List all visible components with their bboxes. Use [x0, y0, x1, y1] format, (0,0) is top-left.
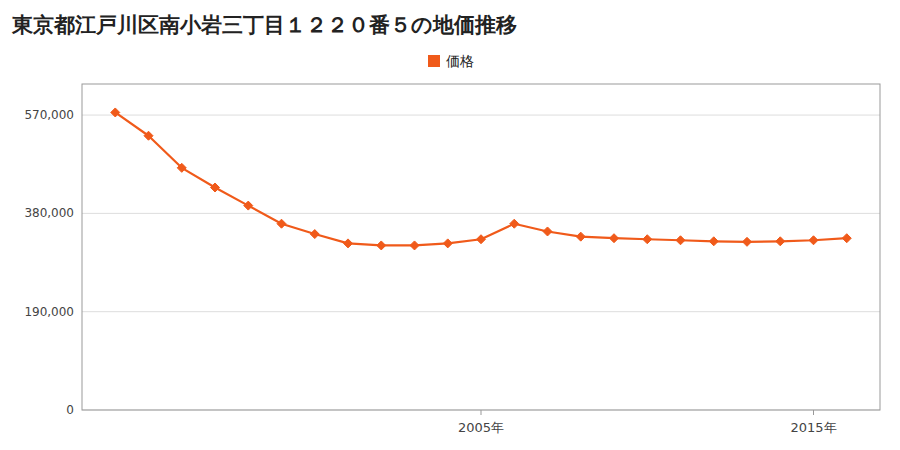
marker — [576, 232, 585, 241]
y-tick-label: 380,000 — [24, 206, 74, 220]
marker — [776, 237, 785, 246]
marker — [676, 236, 685, 245]
marker — [310, 230, 319, 239]
y-tick-label: 0 — [66, 403, 74, 417]
marker — [344, 239, 353, 248]
marker — [177, 163, 186, 172]
marker — [377, 241, 386, 250]
marker — [144, 131, 153, 140]
legend: 価格 — [428, 53, 474, 69]
marker — [809, 236, 818, 245]
marker — [610, 234, 619, 243]
marker — [111, 108, 120, 117]
marker — [410, 241, 419, 250]
marker — [510, 219, 519, 228]
legend-swatch — [428, 55, 440, 67]
marker — [211, 183, 220, 192]
chart: 東京都江戸川区南小岩三丁目１２２０番５の地価推移 0 190,000 380,000 5… — [0, 0, 900, 450]
marker — [477, 235, 486, 244]
y-tick-label: 570,000 — [24, 108, 74, 122]
x-tick — [481, 410, 482, 415]
x-tick — [813, 410, 814, 415]
plot-frame — [82, 84, 880, 410]
background — [0, 0, 900, 450]
grid-line — [82, 213, 880, 214]
plot-data — [111, 108, 852, 250]
marker — [244, 201, 253, 210]
title: 東京都江戸川区南小岩三丁目１２２０番５の地価推移 — [11, 13, 517, 37]
marker — [277, 219, 286, 228]
legend-label: 価格 — [446, 53, 474, 69]
marker — [743, 237, 752, 246]
y-grid — [82, 115, 880, 410]
marker — [643, 235, 652, 244]
grid-line — [82, 311, 880, 312]
grid-line — [82, 115, 880, 116]
marker — [443, 239, 452, 248]
line — [115, 112, 847, 245]
marker — [842, 234, 851, 243]
x-tick-label: 2015年 — [790, 420, 836, 435]
marker — [543, 227, 552, 236]
x-tick-label: 2005年 — [458, 420, 504, 435]
y-tick-label: 190,000 — [24, 305, 74, 319]
marker — [709, 237, 718, 246]
